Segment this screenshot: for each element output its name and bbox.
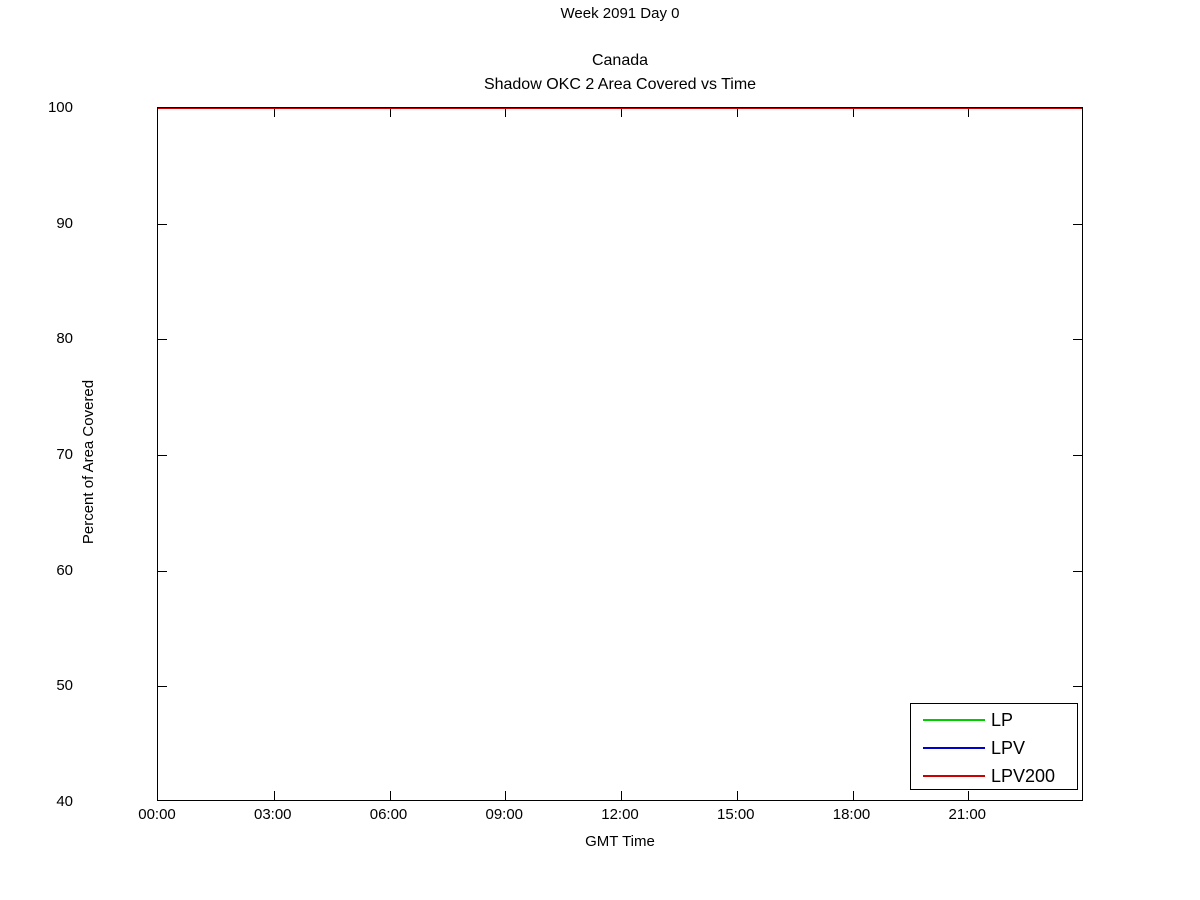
y-tick-90 <box>158 223 167 225</box>
legend-item-lpv[interactable]: LPV <box>911 734 1077 762</box>
series-line-lpv200 <box>158 108 1082 109</box>
y-tick-label-40: 40 <box>56 793 73 810</box>
x-tick-label-12:00: 12:00 <box>601 806 639 823</box>
legend-label-lp: LP <box>991 710 1014 730</box>
y-tick-right-60 <box>1073 570 1082 572</box>
y-tick-label-70: 70 <box>56 446 73 463</box>
x-tick-top-09:00 <box>505 108 507 117</box>
x-tick-label-09:00: 09:00 <box>485 806 524 823</box>
y-tick-right-80 <box>1073 339 1082 341</box>
x-axis-label: GMT Time <box>585 833 655 850</box>
legend-swatch-lpv <box>923 747 985 749</box>
y-axis-label: Percent of Area Covered <box>80 379 97 545</box>
x-tick-label-00:00: 00:00 <box>138 806 176 823</box>
legend-swatch-lp <box>923 719 985 721</box>
x-tick-12:00 <box>621 791 622 800</box>
x-tick-top-03:00 <box>273 108 275 117</box>
x-tick-label-15:00: 15:00 <box>716 806 755 823</box>
y-tick-right-50 <box>1073 686 1082 688</box>
x-tick-top-18:00 <box>852 108 854 117</box>
y-tick-label-60: 60 <box>56 561 73 579</box>
x-tick-06:00 <box>389 791 391 800</box>
y-tick-80 <box>158 339 167 341</box>
figure-suptitle: Week 2091 Day 0 <box>560 5 680 22</box>
legend-item-lpv200[interactable]: LPV200 <box>911 762 1077 790</box>
legend-label-lpv: LPV <box>991 738 1026 758</box>
x-tick-21:00 <box>968 791 970 800</box>
y-tick-label-90: 90 <box>56 214 73 232</box>
chart-title: Canada Shadow OKC 2 Area Covered vs Time <box>0 49 1200 97</box>
x-tick-09:00 <box>505 791 507 800</box>
x-tick-top-06:00 <box>389 108 391 117</box>
x-tick-15:00 <box>736 791 738 800</box>
x-tick-label-06:00: 06:00 <box>369 806 408 823</box>
x-tick-18:00 <box>852 791 854 800</box>
legend-item-lp[interactable]: LP <box>911 706 1077 734</box>
y-tick-label-50: 50 <box>56 677 73 695</box>
y-tick-right-90 <box>1073 223 1082 225</box>
legend-swatch-lpv200 <box>923 775 985 777</box>
plot-area <box>158 108 1082 800</box>
x-tick-label-18:00: 18:00 <box>832 806 871 823</box>
plot-axes <box>157 107 1083 801</box>
chart-title-line-2: Shadow OKC 2 Area Covered vs Time <box>483 76 757 93</box>
x-tick-top-15:00 <box>736 108 738 117</box>
y-tick-50 <box>158 686 167 688</box>
y-tick-label-100: 100 <box>47 99 73 116</box>
chart-legend: LP LPV LPV200 <box>910 703 1078 790</box>
y-tick-label-80: 80 <box>56 330 73 348</box>
x-tick-top-21:00 <box>968 108 970 117</box>
x-tick-label-03:00: 03:00 <box>253 806 292 823</box>
x-tick-label-21:00: 21:00 <box>948 806 987 823</box>
legend-label-lpv200: LPV200 <box>991 766 1056 786</box>
y-tick-60 <box>158 570 167 572</box>
x-tick-top-12:00 <box>621 108 622 117</box>
x-tick-03:00 <box>273 791 275 800</box>
y-tick-70 <box>158 455 167 456</box>
chart-title-line-1: Canada <box>591 52 649 69</box>
y-tick-right-70 <box>1073 455 1082 456</box>
